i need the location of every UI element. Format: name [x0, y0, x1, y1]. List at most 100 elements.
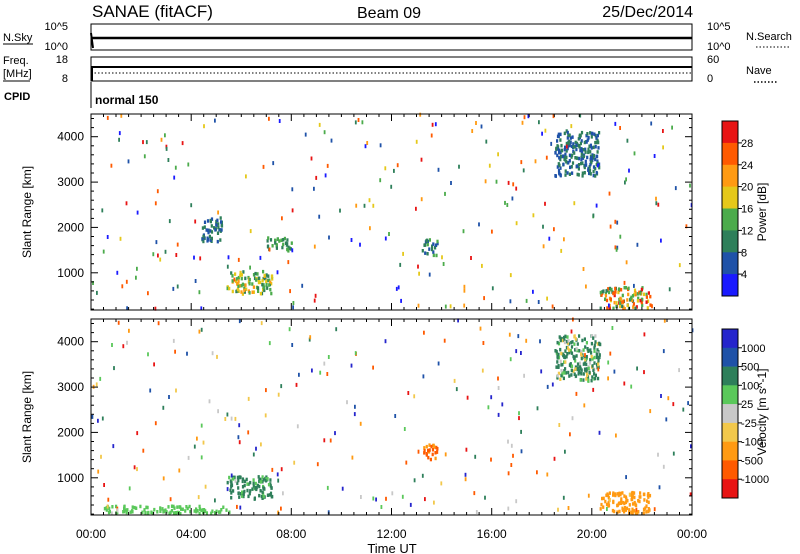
- velocity-echo-cell: [611, 508, 614, 513]
- velocity-echo-cell: [261, 475, 264, 479]
- power-echo-cell: [415, 139, 418, 144]
- power-echo-cell: [313, 244, 316, 249]
- power-echo-cell: [618, 301, 622, 305]
- velocity-echo-cell: [176, 510, 179, 515]
- power-echo-cell: [632, 305, 635, 309]
- power-echo-cell: [580, 155, 583, 159]
- nave-label: Nave: [746, 65, 772, 77]
- velocity-panel-frame: [90, 318, 693, 516]
- power-echo-cell: [276, 237, 279, 241]
- velocity-echo-cell: [423, 446, 426, 450]
- velocity-echo-cell: [139, 504, 142, 509]
- beam-title: Beam 09: [357, 5, 421, 22]
- velocity-echo-cell: [564, 449, 566, 454]
- velocity-echo-cell: [621, 491, 624, 495]
- power-echo-cell: [567, 144, 570, 148]
- power-echo-cell: [551, 304, 554, 309]
- velocity-echo-cell: [271, 494, 274, 499]
- power-echo-cell: [215, 223, 218, 227]
- velocity-echo-cell: [510, 463, 513, 467]
- velocity-echo-cell: [639, 491, 642, 495]
- power-echo-cell: [532, 289, 534, 294]
- velocity-echo-cell: [270, 486, 273, 490]
- power-echo-cell: [655, 201, 658, 206]
- power-echo-cell: [395, 286, 398, 291]
- velocity-echo-cell: [295, 382, 298, 387]
- power-echo-cell: [534, 159, 537, 164]
- velocity-echo-cell: [401, 494, 404, 499]
- velocity-echo-cell: [647, 495, 650, 499]
- power-echo-cell: [571, 171, 574, 175]
- power-echo-cell: [257, 280, 260, 285]
- velocity-colorbar-frame: [721, 328, 739, 499]
- power-echo-cell: [573, 151, 576, 155]
- power-echo-cell: [609, 224, 612, 229]
- power-echo-cell: [269, 280, 272, 285]
- velocity-echo-cell: [474, 454, 477, 459]
- velocity-echo-cell: [225, 508, 228, 512]
- velocity-echo-cell: [597, 359, 600, 363]
- power-echo-cell: [475, 121, 477, 125]
- power-echo-cell: [587, 147, 590, 152]
- power-echo-cell: [201, 226, 204, 230]
- velocity-echo-cell: [465, 447, 468, 452]
- velocity-echo-cell: [583, 403, 586, 408]
- power-echo-cell: [484, 179, 487, 184]
- velocity-echo-cell: [228, 510, 231, 514]
- velocity-echo-cell: [172, 511, 176, 515]
- velocity-echo-cell: [200, 455, 203, 460]
- power-echo-cell: [125, 201, 128, 206]
- velocity-echo-cell: [239, 475, 242, 479]
- power-echo-cell: [590, 160, 593, 164]
- power-echo-cell: [379, 178, 382, 183]
- velocity-echo-cell: [252, 452, 255, 457]
- velocity-echo-cell: [124, 508, 127, 512]
- velocity-echo-cell: [241, 477, 245, 481]
- power-echo-cell: [231, 279, 234, 283]
- power-echo-cell: [527, 114, 530, 119]
- velocity-echo-cell: [198, 329, 201, 334]
- velocity-echo-cell: [179, 512, 182, 516]
- velocity-echo-cell: [237, 435, 240, 440]
- power-echo-cell: [267, 236, 270, 240]
- velocity-echo-cell: [593, 355, 596, 360]
- power-echo-cell: [154, 306, 157, 311]
- velocity-echo-cell: [636, 366, 638, 371]
- velocity-echo-cell: [422, 374, 425, 379]
- velocity-echo-cell: [133, 465, 136, 470]
- velocity-echo-cell: [575, 354, 578, 358]
- velocity-ytick-label: 2000: [57, 425, 84, 439]
- power-echo-cell: [257, 286, 260, 290]
- velocity-echo-cell: [329, 438, 332, 443]
- velocity-echo-cell: [425, 444, 428, 449]
- power-echo-cell: [270, 274, 274, 278]
- velocity-echo-cell: [585, 362, 588, 367]
- power-echo-cell: [546, 296, 548, 301]
- power-echo-cell: [318, 214, 321, 219]
- velocity-echo-cell: [181, 507, 184, 511]
- power-echo-cell: [428, 247, 431, 251]
- power-echo-cell: [208, 234, 211, 239]
- power-echo-cell: [571, 135, 574, 139]
- power-echo-cell: [190, 203, 193, 208]
- velocity-echo-cell: [200, 423, 203, 428]
- velocity-echo-cell: [353, 412, 356, 417]
- power-echo-cell: [209, 229, 212, 233]
- velocity-echo-cell: [572, 369, 575, 373]
- velocity-echo-cell: [162, 405, 165, 410]
- velocity-echo-cell: [309, 335, 312, 340]
- power-echo-cell: [244, 276, 247, 281]
- power-echo-cell: [488, 163, 491, 168]
- velocity-echo-cell: [597, 376, 600, 381]
- power-echo-cell: [569, 165, 572, 170]
- velocity-echo-cell: [618, 509, 621, 514]
- power-echo-cell: [506, 203, 509, 207]
- power-echo-cell: [594, 167, 597, 171]
- velocity-echo-cell: [117, 320, 120, 325]
- power-echo-cell: [431, 247, 434, 252]
- velocity-echo-cell: [258, 484, 261, 489]
- power-echo-cell: [458, 164, 460, 169]
- velocity-echo-cell: [175, 388, 177, 393]
- velocity-echo-cell: [244, 479, 247, 484]
- power-echo-cell: [553, 227, 555, 232]
